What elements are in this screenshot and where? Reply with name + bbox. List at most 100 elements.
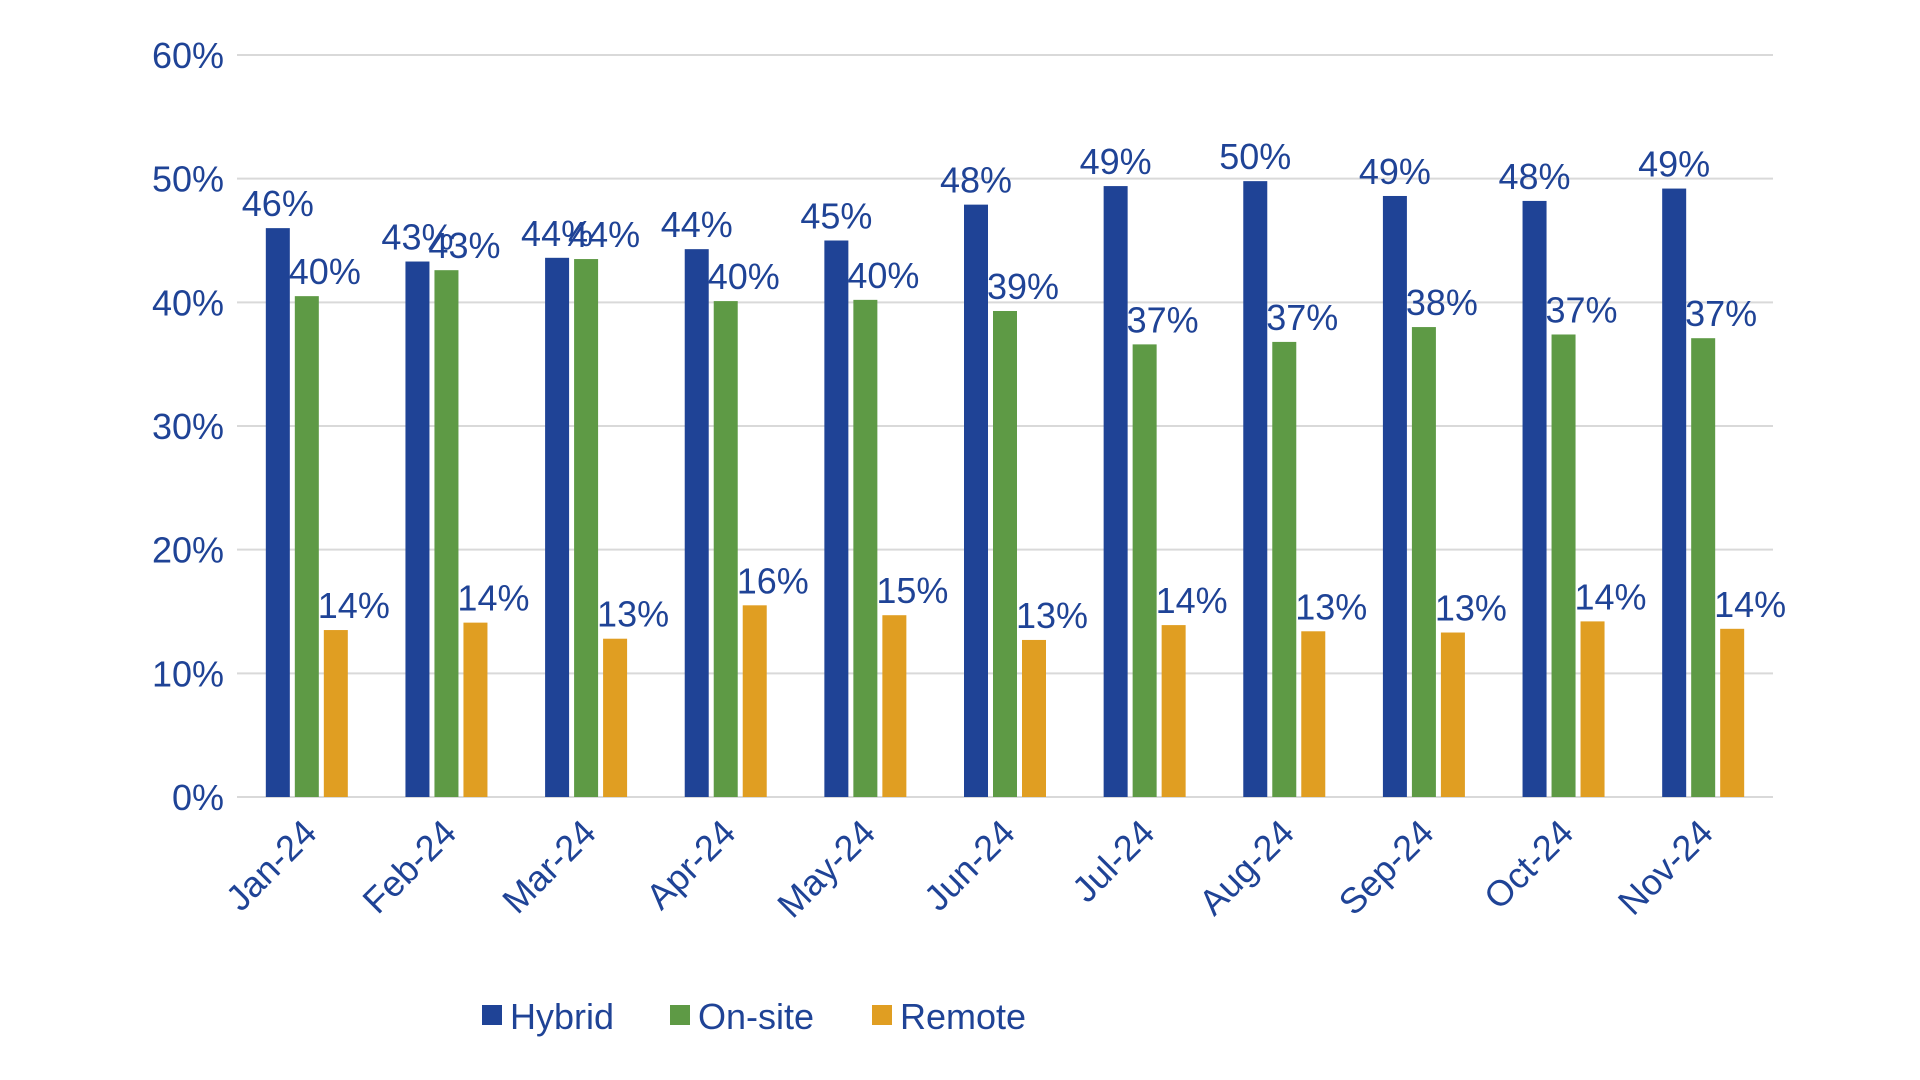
x-category-label: Oct-24 bbox=[1476, 812, 1581, 917]
x-category-label: Feb-24 bbox=[354, 812, 464, 922]
bar-remote-nov-24 bbox=[1720, 628, 1745, 797]
bar-hybrid-feb-24 bbox=[405, 261, 430, 798]
bar-remote-mar-24 bbox=[603, 638, 628, 797]
x-category-label: Nov-24 bbox=[1610, 812, 1721, 923]
data-label-remote: 13% bbox=[1016, 595, 1088, 636]
bar-on-site-feb-24 bbox=[434, 270, 459, 797]
legend-item-on-site: On-site bbox=[670, 996, 814, 1037]
data-label-remote: 13% bbox=[597, 594, 669, 635]
data-label-hybrid: 44% bbox=[521, 213, 593, 254]
bar-remote-apr-24 bbox=[742, 605, 767, 797]
data-label-remote: 13% bbox=[1295, 586, 1367, 627]
data-label-remote: 14% bbox=[457, 578, 529, 619]
x-category-label: Jul-24 bbox=[1064, 812, 1162, 910]
data-label-remote: 15% bbox=[876, 570, 948, 611]
legend-item-hybrid: Hybrid bbox=[482, 996, 614, 1037]
data-label-on-site: 39% bbox=[987, 266, 1059, 307]
bar-on-site-jul-24 bbox=[1132, 344, 1157, 797]
data-label-remote: 14% bbox=[1156, 580, 1228, 621]
bar-on-site-oct-24 bbox=[1551, 334, 1576, 797]
x-category-label: Aug-24 bbox=[1191, 812, 1302, 923]
data-label-remote: 16% bbox=[737, 560, 809, 601]
x-category-label: Sep-24 bbox=[1330, 812, 1441, 923]
bar-remote-oct-24 bbox=[1580, 621, 1605, 797]
bar-hybrid-may-24 bbox=[824, 240, 849, 797]
data-label-hybrid: 49% bbox=[1080, 141, 1152, 182]
bar-hybrid-apr-24 bbox=[684, 249, 709, 797]
data-label-hybrid: 46% bbox=[242, 183, 314, 224]
bar-remote-jul-24 bbox=[1161, 625, 1186, 797]
y-axis-ticks: 0% 10% 20% 30% 40% 50% 60% bbox=[152, 35, 224, 818]
bar-on-site-nov-24 bbox=[1691, 338, 1716, 797]
data-label-remote: 13% bbox=[1435, 588, 1507, 629]
legend-label: Hybrid bbox=[510, 996, 614, 1037]
legend-swatch bbox=[670, 1005, 690, 1025]
x-category-label: May-24 bbox=[769, 812, 883, 926]
data-label-on-site: 43% bbox=[428, 225, 500, 266]
bar-hybrid-jun-24 bbox=[964, 204, 988, 798]
bar-remote-feb-24 bbox=[463, 622, 488, 797]
bar-remote-aug-24 bbox=[1301, 631, 1326, 797]
data-label-hybrid: 43% bbox=[381, 217, 453, 258]
bar-on-site-may-24 bbox=[853, 299, 878, 797]
data-label-on-site: 37% bbox=[1685, 293, 1757, 334]
data-label-on-site: 37% bbox=[1546, 289, 1618, 330]
data-label-hybrid: 48% bbox=[1499, 156, 1571, 197]
bar-hybrid-jan-24 bbox=[265, 228, 290, 798]
data-label-hybrid: 48% bbox=[940, 160, 1012, 201]
x-category-label: Mar-24 bbox=[494, 812, 604, 922]
bar-on-site-apr-24 bbox=[713, 301, 738, 797]
data-label-on-site: 40% bbox=[708, 256, 780, 297]
legend-item-remote: Remote bbox=[872, 996, 1026, 1037]
bar-hybrid-sep-24 bbox=[1382, 195, 1407, 798]
bar-hybrid-jul-24 bbox=[1103, 186, 1128, 797]
legend-swatch bbox=[872, 1005, 892, 1025]
data-label-hybrid: 45% bbox=[800, 196, 872, 237]
x-axis-categories: Jan-24 Feb-24 Mar-24 Apr-24 May-24 Jun-24 Jul-… bbox=[218, 812, 1721, 926]
y-tick-label: 0% bbox=[172, 777, 224, 818]
data-label-remote: 14% bbox=[1714, 584, 1786, 625]
data-label-on-site: 44% bbox=[568, 214, 640, 255]
data-label-hybrid: 49% bbox=[1359, 151, 1431, 192]
data-label-hybrid: 49% bbox=[1638, 144, 1710, 185]
data-label-on-site: 40% bbox=[289, 251, 361, 292]
y-tick-label: 10% bbox=[152, 653, 224, 694]
bar-remote-may-24 bbox=[882, 615, 907, 797]
data-label-on-site: 37% bbox=[1266, 297, 1338, 338]
y-tick-label: 20% bbox=[152, 530, 224, 571]
data-labels: 46%40%14%43%43%14%44%44%13%44%40%16%45%4… bbox=[242, 136, 1786, 636]
data-label-remote: 14% bbox=[318, 585, 390, 626]
bar-on-site-jan-24 bbox=[294, 296, 319, 797]
legend-label: Remote bbox=[900, 996, 1026, 1037]
legend-label: On-site bbox=[698, 996, 814, 1037]
bar-hybrid-mar-24 bbox=[545, 257, 570, 797]
x-category-label: Jun-24 bbox=[916, 812, 1023, 919]
bar-on-site-jun-24 bbox=[993, 310, 1017, 797]
bar-hybrid-oct-24 bbox=[1522, 200, 1547, 798]
bar-remote-jun-24 bbox=[1022, 639, 1046, 797]
data-label-on-site: 37% bbox=[1127, 299, 1199, 340]
bar-on-site-aug-24 bbox=[1272, 341, 1297, 797]
legend-swatch bbox=[482, 1005, 502, 1025]
data-label-hybrid: 50% bbox=[1219, 136, 1291, 177]
y-tick-label: 30% bbox=[152, 406, 224, 447]
bar-remote-sep-24 bbox=[1440, 632, 1465, 797]
data-label-on-site: 40% bbox=[847, 255, 919, 296]
data-label-on-site: 38% bbox=[1406, 282, 1478, 323]
bar-hybrid-nov-24 bbox=[1662, 188, 1687, 797]
legend: Hybrid On-site Remote bbox=[482, 996, 1026, 1037]
x-category-label: Apr-24 bbox=[638, 812, 743, 917]
bars bbox=[265, 181, 1745, 798]
data-label-remote: 14% bbox=[1575, 576, 1647, 617]
bar-on-site-mar-24 bbox=[574, 259, 599, 797]
bar-on-site-sep-24 bbox=[1411, 327, 1436, 797]
y-tick-label: 60% bbox=[152, 35, 224, 76]
bar-remote-jan-24 bbox=[323, 630, 348, 797]
y-tick-label: 40% bbox=[152, 282, 224, 323]
y-tick-label: 50% bbox=[152, 159, 224, 200]
bar-hybrid-aug-24 bbox=[1243, 181, 1268, 797]
data-label-hybrid: 44% bbox=[661, 204, 733, 245]
x-category-label: Jan-24 bbox=[218, 812, 325, 919]
